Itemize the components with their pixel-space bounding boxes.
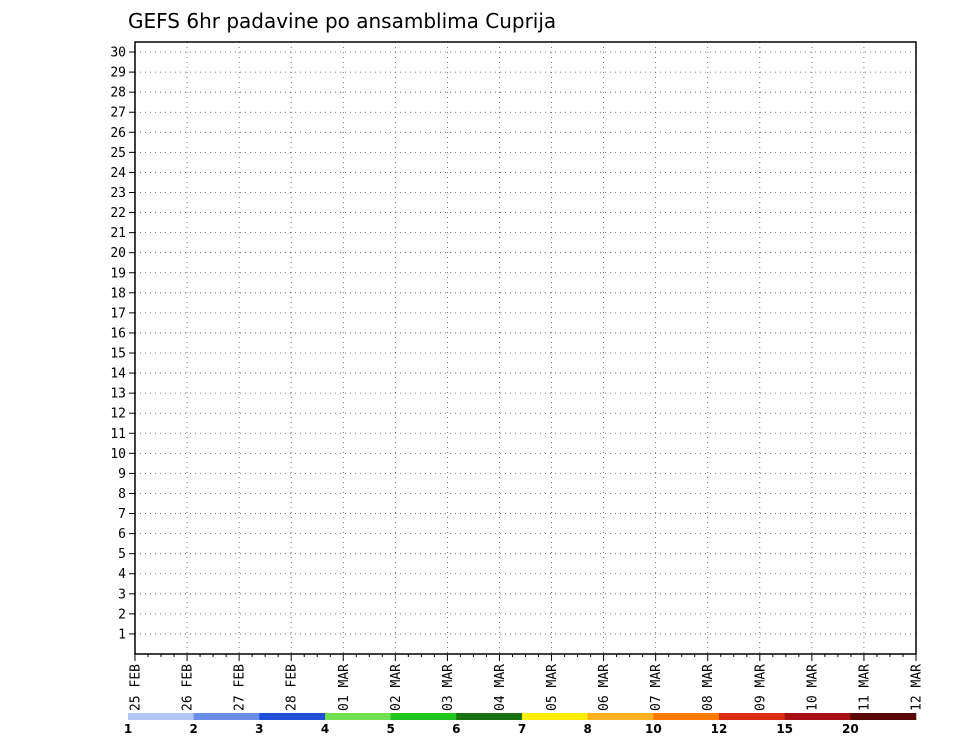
y-tick-label: 18 xyxy=(110,286,126,301)
colorbar-swatch xyxy=(850,713,917,720)
colorbar-swatch xyxy=(456,713,523,720)
y-tick-label: 12 xyxy=(110,407,126,422)
colorbar-swatch xyxy=(390,713,457,720)
colorbar-label: 12 xyxy=(711,722,728,736)
colorbar-label: 5 xyxy=(386,722,394,736)
x-tick-label: 25 FEB xyxy=(129,664,144,711)
x-tick-label: 28 FEB xyxy=(285,664,300,711)
x-axis: 25 FEB 26 FEB 27 FEB 28 FEB 01 MAR 02 MAR 03 M… xyxy=(129,654,925,711)
x-tick-label: 27 FEB xyxy=(233,664,248,711)
y-tick-label: 14 xyxy=(110,367,126,382)
y-tick-label: 21 xyxy=(110,226,126,241)
colorbar-swatch xyxy=(259,713,326,720)
y-axis: 1234567891011121314151617181920212223242… xyxy=(110,46,135,642)
colorbar-label: 2 xyxy=(189,722,197,736)
colorbar-swatch xyxy=(193,713,260,720)
colorbar-label: 3 xyxy=(255,722,263,736)
y-tick-label: 27 xyxy=(110,106,126,121)
x-tick-label: 03 MAR xyxy=(441,664,456,711)
y-tick-label: 17 xyxy=(110,306,126,321)
y-tick-label: 26 xyxy=(110,126,126,141)
y-tick-label: 29 xyxy=(110,66,126,81)
x-tick-label: 05 MAR xyxy=(545,664,560,711)
x-tick-label: 07 MAR xyxy=(649,664,664,711)
y-tick-label: 16 xyxy=(110,326,126,341)
colorbar-label: 7 xyxy=(518,722,526,736)
x-tick-label: 11 MAR xyxy=(857,664,872,711)
x-tick-label: 06 MAR xyxy=(597,664,612,711)
colorbar-label: 10 xyxy=(645,722,662,736)
colorbar-label: 4 xyxy=(321,722,329,736)
y-tick-label: 4 xyxy=(118,567,126,582)
y-tick-label: 3 xyxy=(118,587,126,602)
y-tick-label: 25 xyxy=(110,146,126,161)
colorbar-swatch xyxy=(522,713,588,720)
colorbar-label: 20 xyxy=(842,722,859,736)
x-tick-label: 04 MAR xyxy=(493,664,508,711)
x-tick-label: 02 MAR xyxy=(389,664,404,711)
colorbar-swatch xyxy=(784,713,851,720)
y-tick-label: 8 xyxy=(118,487,126,502)
colorbar-swatch xyxy=(325,713,391,720)
y-tick-label: 7 xyxy=(118,507,126,522)
y-tick-label: 30 xyxy=(110,46,126,61)
y-tick-label: 15 xyxy=(110,347,126,362)
y-tick-label: 20 xyxy=(110,246,126,261)
chart-title: GEFS 6hr padavine po ansamblima Cuprija xyxy=(128,9,556,33)
colorbar-swatch xyxy=(587,713,654,720)
colorbar-label: 15 xyxy=(776,722,793,736)
x-tick-label: 08 MAR xyxy=(701,664,716,711)
grid-lines xyxy=(135,42,916,654)
colorbar-label: 8 xyxy=(583,722,591,736)
x-tick-label: 10 MAR xyxy=(805,664,820,711)
x-tick-label: 01 MAR xyxy=(337,664,352,711)
y-tick-label: 28 xyxy=(110,86,126,101)
y-tick-label: 11 xyxy=(110,427,126,442)
colorbar-label: 1 xyxy=(124,722,132,736)
colorbar-swatch xyxy=(653,713,720,720)
y-tick-label: 6 xyxy=(118,527,126,542)
y-tick-label: 2 xyxy=(118,607,126,622)
colorbar-swatch xyxy=(128,713,194,720)
y-tick-label: 13 xyxy=(110,387,126,402)
y-tick-label: 23 xyxy=(110,186,126,201)
x-tick-label: 12 MAR xyxy=(910,664,925,711)
plot-frame xyxy=(134,41,917,655)
y-tick-label: 22 xyxy=(110,206,126,221)
y-tick-label: 1 xyxy=(118,627,126,642)
x-tick-label: 26 FEB xyxy=(181,664,196,711)
x-tick-label: 09 MAR xyxy=(753,664,768,711)
y-tick-label: 5 xyxy=(118,547,126,562)
colorbar: 1 2 3 4 5 6 7 8 10 12 15 20 xyxy=(124,713,917,736)
colorbar-label: 6 xyxy=(452,722,460,736)
y-tick-label: 9 xyxy=(118,467,126,482)
y-tick-label: 10 xyxy=(110,447,126,462)
colorbar-swatch xyxy=(719,713,785,720)
y-tick-label: 24 xyxy=(110,166,126,181)
y-tick-label: 19 xyxy=(110,266,126,281)
